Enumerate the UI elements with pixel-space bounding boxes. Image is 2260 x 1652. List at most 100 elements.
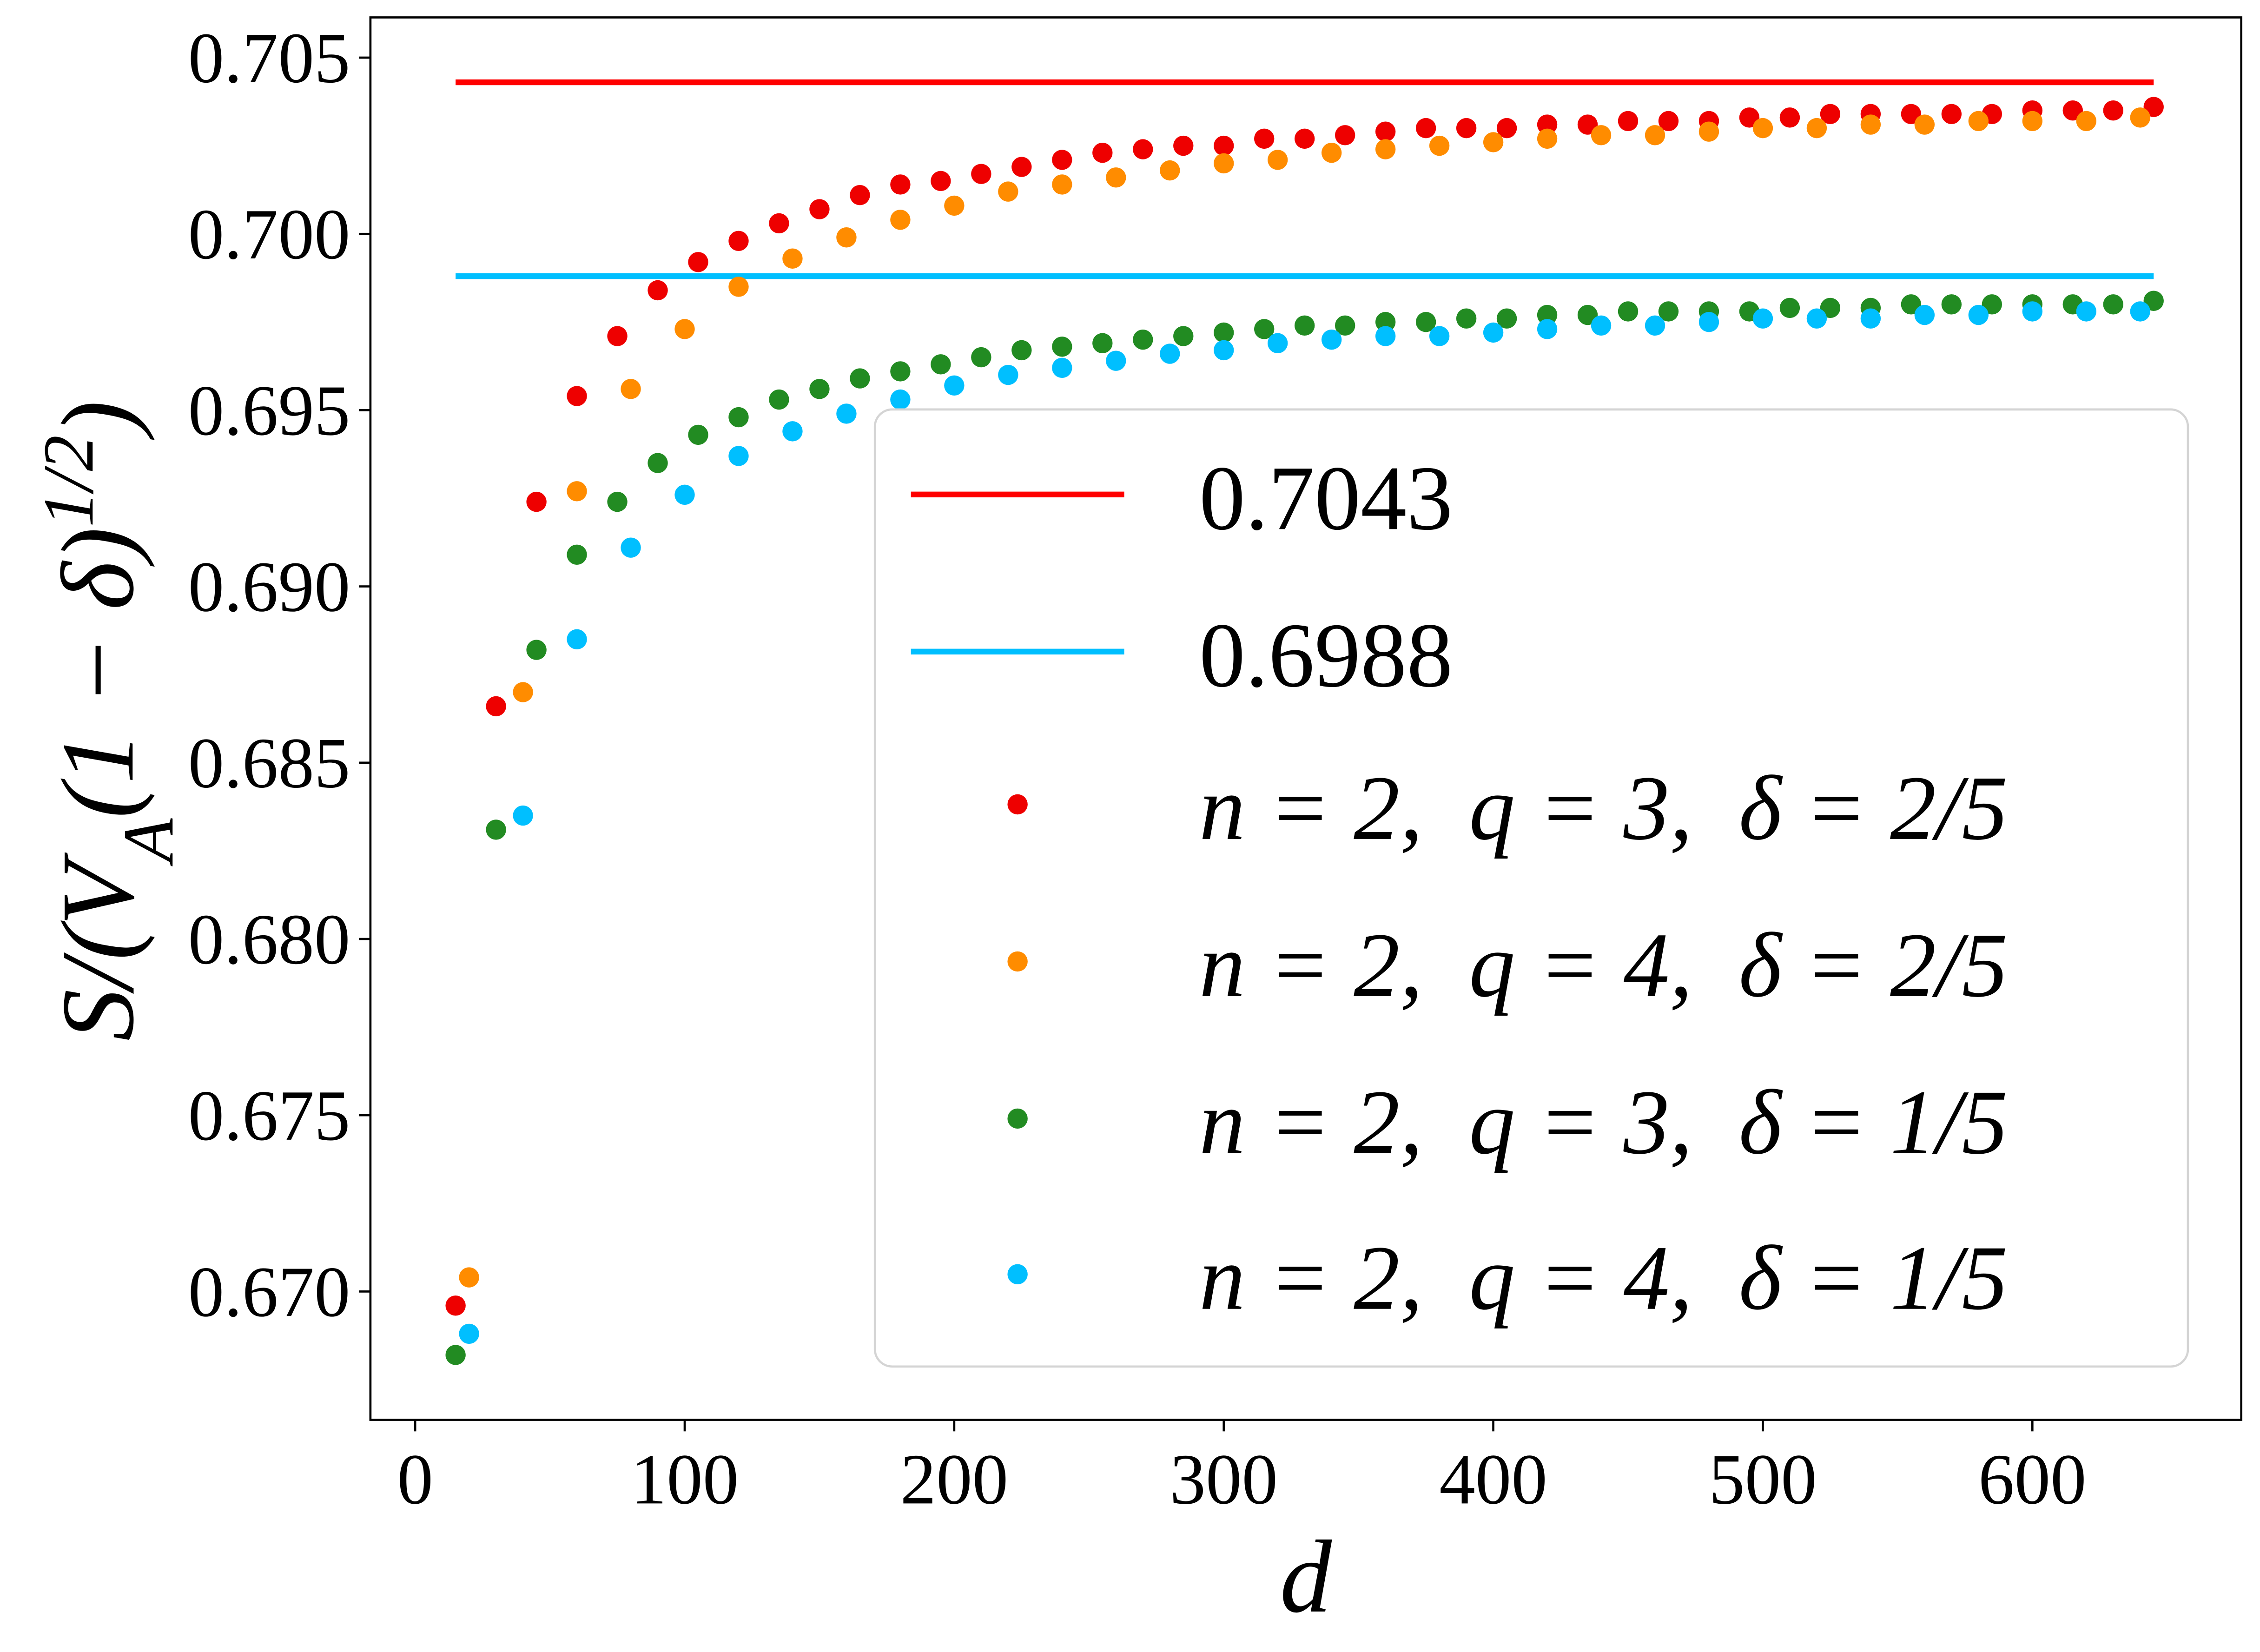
data-point bbox=[648, 453, 668, 473]
data-point bbox=[1806, 118, 1827, 139]
data-point bbox=[1052, 337, 1072, 357]
data-point bbox=[782, 248, 803, 269]
data-point bbox=[1968, 111, 1989, 132]
data-point bbox=[1537, 304, 1558, 325]
x-tick-label: 500 bbox=[1709, 1439, 1817, 1519]
data-point bbox=[728, 277, 749, 297]
data-point bbox=[1456, 308, 1477, 329]
data-point bbox=[1011, 340, 1032, 361]
data-point bbox=[1106, 350, 1126, 371]
data-point bbox=[1321, 143, 1342, 163]
data-point bbox=[890, 361, 911, 382]
data-point bbox=[567, 544, 587, 565]
data-point bbox=[1335, 125, 1355, 145]
legend-label: n = 2, q = 4, δ = 2/5 bbox=[1199, 914, 2008, 1016]
data-point bbox=[1779, 297, 1800, 318]
data-point bbox=[1375, 121, 1396, 142]
data-point bbox=[890, 174, 911, 195]
data-point bbox=[1537, 319, 1558, 339]
legend-label: 0.7043 bbox=[1199, 447, 1453, 549]
data-point bbox=[567, 629, 587, 650]
data-point bbox=[1860, 308, 1881, 329]
data-point bbox=[1698, 312, 1719, 332]
data-point bbox=[1214, 153, 1234, 174]
data-point bbox=[1618, 111, 1639, 132]
data-point bbox=[1537, 128, 1558, 149]
data-point bbox=[526, 640, 547, 660]
data-point bbox=[1658, 111, 1679, 132]
data-point bbox=[890, 389, 911, 410]
x-axis-label: d bbox=[1280, 1520, 1332, 1634]
data-point bbox=[1254, 319, 1275, 339]
data-point bbox=[1375, 139, 1396, 159]
y-tick-label: 0.685 bbox=[188, 723, 350, 803]
data-point bbox=[1914, 304, 1935, 325]
data-point bbox=[486, 696, 506, 717]
data-point bbox=[1415, 118, 1436, 139]
data-point bbox=[607, 491, 628, 512]
data-point bbox=[2022, 301, 2043, 322]
data-point bbox=[2130, 107, 2150, 128]
data-point bbox=[836, 403, 857, 424]
data-point bbox=[445, 1295, 466, 1316]
data-point bbox=[769, 213, 789, 234]
data-point bbox=[1321, 329, 1342, 350]
data-point bbox=[648, 280, 668, 301]
data-point bbox=[1160, 160, 1180, 181]
x-tick-label: 300 bbox=[1170, 1439, 1278, 1519]
x-tick-label: 200 bbox=[900, 1439, 1009, 1519]
data-point bbox=[1483, 132, 1504, 152]
data-point bbox=[1456, 118, 1477, 139]
data-point bbox=[1160, 344, 1180, 364]
data-point bbox=[1968, 304, 1989, 325]
data-point bbox=[1645, 315, 1665, 336]
y-axis-label-part: 1/2 bbox=[28, 435, 108, 527]
data-point bbox=[782, 421, 803, 442]
data-point bbox=[728, 231, 749, 251]
legend-marker bbox=[1007, 951, 1028, 972]
data-point bbox=[486, 819, 506, 840]
data-point bbox=[1496, 308, 1517, 329]
data-point bbox=[998, 181, 1018, 202]
data-point bbox=[2103, 100, 2123, 121]
data-point bbox=[607, 326, 628, 346]
data-point bbox=[688, 252, 708, 272]
data-point bbox=[1429, 326, 1450, 346]
y-tick-label: 0.705 bbox=[188, 18, 350, 98]
data-point bbox=[1052, 150, 1072, 170]
data-point bbox=[1618, 301, 1639, 322]
data-point bbox=[944, 195, 965, 216]
data-point bbox=[674, 484, 695, 505]
data-point bbox=[1375, 312, 1396, 332]
data-point bbox=[688, 424, 708, 445]
data-point bbox=[459, 1323, 479, 1344]
y-axis-label-part: S/(V bbox=[40, 852, 155, 1041]
y-tick-label: 0.670 bbox=[188, 1252, 350, 1332]
legend-label: n = 2, q = 3, δ = 1/5 bbox=[1199, 1071, 2008, 1173]
data-point bbox=[1429, 135, 1450, 156]
data-point bbox=[1914, 114, 1935, 135]
data-point bbox=[1011, 157, 1032, 177]
data-point bbox=[1294, 128, 1315, 149]
data-point bbox=[1214, 340, 1234, 361]
data-point bbox=[567, 386, 587, 406]
legend-marker bbox=[1007, 794, 1028, 815]
x-tick-label: 0 bbox=[397, 1439, 433, 1519]
x-tick-label: 400 bbox=[1439, 1439, 1547, 1519]
data-point bbox=[1294, 315, 1315, 336]
legend-label: n = 2, q = 3, δ = 2/5 bbox=[1199, 757, 2008, 859]
data-point bbox=[944, 375, 965, 396]
legend-label: 0.6988 bbox=[1199, 604, 1453, 706]
data-point bbox=[1052, 174, 1072, 195]
data-point bbox=[2022, 111, 2043, 132]
data-point bbox=[1698, 121, 1719, 142]
data-point bbox=[1092, 143, 1113, 163]
data-point bbox=[1496, 118, 1517, 139]
data-point bbox=[2103, 294, 2123, 315]
data-point bbox=[1779, 107, 1800, 128]
data-point bbox=[1106, 167, 1126, 188]
legend-label: n = 2, q = 4, δ = 1/5 bbox=[1199, 1227, 2008, 1329]
data-point bbox=[1267, 333, 1288, 353]
data-point bbox=[1415, 312, 1436, 332]
